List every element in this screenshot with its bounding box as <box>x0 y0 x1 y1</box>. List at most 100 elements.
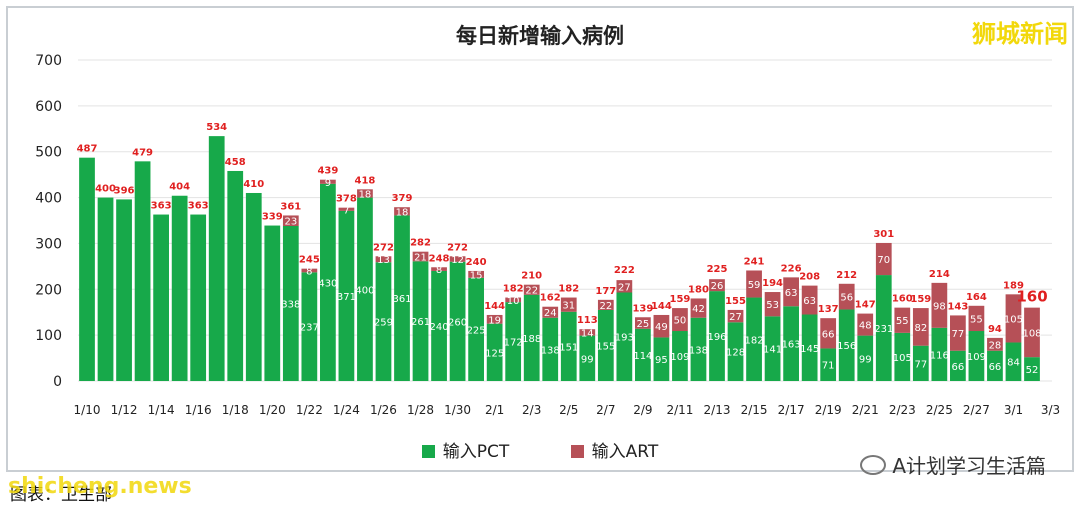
bar-pct <box>616 292 633 381</box>
data-label-art: 49 <box>655 322 668 333</box>
data-label-art: 56 <box>840 293 853 304</box>
data-label-total: 164 <box>966 292 987 303</box>
data-label-pct: 145 <box>800 344 819 355</box>
bar-pct <box>838 309 855 381</box>
bar-pct <box>746 297 762 381</box>
data-label-pct: 109 <box>967 352 986 363</box>
data-label-total: 379 <box>392 193 413 204</box>
bar-art <box>783 277 799 307</box>
data-label-pct: 172 <box>504 338 523 349</box>
data-label-art: 48 <box>859 321 872 332</box>
bar-art <box>709 279 725 292</box>
y-tick-label: 600 <box>35 99 62 115</box>
data-label-art: 55 <box>970 314 983 325</box>
data-label-art: 70 <box>877 255 890 266</box>
bar-pct <box>820 348 837 381</box>
bar-art <box>560 297 577 312</box>
data-label-total: 180 <box>688 284 709 295</box>
data-label-pct: 430 <box>318 278 337 289</box>
data-label-pct: 260 <box>448 317 467 328</box>
legend-label-pct: 输入PCT <box>442 442 510 462</box>
bar-pct <box>338 210 355 381</box>
data-label-pct: 66 <box>952 362 965 373</box>
x-tick-label: 1/18 <box>222 403 249 417</box>
data-label-total: 113 <box>577 315 598 326</box>
data-label-total: 194 <box>762 278 783 289</box>
bar-pct <box>449 261 466 381</box>
bar-art <box>912 308 929 346</box>
bar-pct <box>801 314 818 381</box>
data-label-art: 27 <box>618 282 631 293</box>
data-label-art: 18 <box>359 189 372 200</box>
data-label-total: 363 <box>188 201 209 212</box>
data-label-total: 144 <box>651 301 672 312</box>
data-label-art: 22 <box>525 286 538 297</box>
data-label-total: 212 <box>836 270 857 281</box>
bar-pct <box>987 350 1003 381</box>
data-label-total: 226 <box>781 263 802 274</box>
data-label-total: 94 <box>988 324 1002 335</box>
data-label-pct: 99 <box>859 354 872 365</box>
bar-pct <box>1005 342 1022 381</box>
wechat-icon <box>860 455 887 475</box>
bar-art <box>690 298 707 318</box>
data-label-total: 241 <box>744 256 765 267</box>
data-label-pct: 114 <box>633 351 652 362</box>
data-label-total: 301 <box>873 229 894 240</box>
bar-pct <box>1024 357 1040 381</box>
legend-item-pct: 输入PCT <box>421 437 510 462</box>
bar-pct <box>153 214 169 381</box>
x-tick-label: 1/20 <box>259 403 286 417</box>
x-tick-label: 2/9 <box>633 403 652 417</box>
x-tick-label: 1/24 <box>333 403 360 417</box>
data-label-art: 26 <box>711 281 724 292</box>
x-tick-label: 2/7 <box>596 403 615 417</box>
legend-label-art: 输入ART <box>591 442 659 462</box>
data-label-pct: 151 <box>559 342 578 353</box>
bar-pct <box>672 331 688 381</box>
data-label-total: 479 <box>132 147 153 158</box>
bar-pct <box>653 337 670 381</box>
data-label-art: 7 <box>343 205 349 216</box>
x-tick-label: 1/22 <box>296 403 323 417</box>
data-label-art: 77 <box>952 329 965 340</box>
bar-pct <box>783 306 799 381</box>
bar-pct <box>394 215 410 381</box>
bar-pct <box>357 197 373 381</box>
bar-pct <box>190 214 207 381</box>
data-label-total: 137 <box>818 304 839 315</box>
data-label-pct: 84 <box>1007 358 1020 369</box>
bar-pct <box>171 195 188 381</box>
bar-pct <box>116 199 132 381</box>
bar-pct <box>486 323 503 381</box>
bar-art <box>486 314 503 324</box>
data-label-art: 53 <box>766 300 779 311</box>
y-tick-label: 700 <box>35 53 62 69</box>
x-tick-label: 2/13 <box>704 403 731 417</box>
y-tick-label: 500 <box>35 145 62 161</box>
bar-pct <box>375 262 392 381</box>
data-label-total: 210 <box>521 271 542 282</box>
bar-pct <box>320 183 336 381</box>
bar-pct <box>468 277 484 381</box>
wechat-account: A计划学习生活篇 <box>860 450 1046 479</box>
data-label-pct: 361 <box>392 294 411 305</box>
bar-pct <box>912 345 929 381</box>
data-label-total: 245 <box>299 255 320 266</box>
data-label-total: 225 <box>707 264 728 275</box>
bar-art <box>894 307 911 333</box>
bar-art <box>505 297 522 303</box>
data-label-total: 396 <box>114 185 135 196</box>
legend-swatch-pct <box>421 445 435 458</box>
data-label-art: 42 <box>692 304 705 315</box>
data-label-art: 66 <box>822 329 835 340</box>
data-label-pct: 109 <box>670 352 689 363</box>
data-label-art: 13 <box>377 255 390 266</box>
data-label-pct: 231 <box>874 324 893 335</box>
x-tick-label: 2/11 <box>666 403 693 417</box>
bar-art <box>282 215 299 227</box>
bar-pct <box>968 331 985 381</box>
bar-art <box>375 256 392 263</box>
bar-pct <box>690 317 707 381</box>
data-label-art: 55 <box>896 316 909 327</box>
